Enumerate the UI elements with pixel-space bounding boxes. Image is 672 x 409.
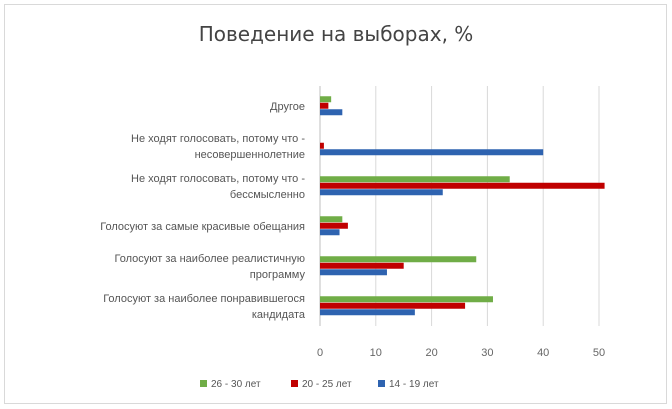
bar: [320, 309, 415, 316]
legend-label: 26 - 30 лет: [211, 379, 261, 390]
legend: 26 - 30 лет 20 - 25 лет 14 - 19 лет: [200, 379, 439, 390]
bar: [320, 229, 340, 236]
bar: [320, 256, 477, 263]
category-label: Голосуют за наиболее реалистичную: [115, 253, 305, 265]
gridlines: [319, 86, 600, 326]
bar: [320, 109, 343, 116]
x-tick-label: 0: [317, 347, 323, 359]
category-label: кандидата: [252, 309, 306, 321]
bar: [320, 262, 404, 269]
category-label: Не ходят голосовать, потому что -: [131, 133, 305, 145]
x-tick-label: 20: [425, 347, 437, 359]
legend-swatch: [378, 380, 385, 387]
x-tick-label: 10: [370, 347, 382, 359]
bar: [320, 149, 544, 156]
bar: [320, 296, 493, 303]
category-label: Не ходят голосовать, потому что -: [131, 173, 305, 185]
legend-label: 14 - 19 лет: [389, 379, 439, 390]
category-label: программу: [250, 269, 306, 281]
bar: [320, 182, 605, 189]
chart-frame: [4, 4, 667, 404]
x-tick-label: 30: [481, 347, 493, 359]
x-tick-label: 40: [537, 347, 549, 359]
chart-title: Поведение на выборах, %: [198, 22, 474, 46]
category-label: несовершеннолетние: [195, 149, 305, 161]
bar: [320, 302, 466, 309]
category-label: Голосуют за наиболее понравившегося: [103, 293, 305, 305]
category-label: бессмысленно: [230, 189, 305, 201]
bar: [320, 142, 324, 149]
bar: [320, 269, 387, 276]
category-label: Другое: [270, 101, 305, 113]
legend-label: 20 - 25 лет: [302, 379, 352, 390]
bar: [320, 222, 348, 229]
x-tick-label: 50: [593, 347, 605, 359]
bar: [320, 102, 329, 109]
category-labels: Другое Не ходят голосовать, потому что - н…: [100, 101, 306, 321]
bar: [320, 96, 332, 103]
bar: [320, 189, 443, 196]
bar: [320, 216, 343, 223]
x-tick-labels: 0 10 20 30 40 50: [317, 347, 605, 359]
legend-swatch: [291, 380, 298, 387]
legend-swatch: [200, 380, 207, 387]
bars: [320, 96, 605, 316]
bar: [320, 176, 510, 183]
category-label: Голосуют за самые красивые обещания: [100, 221, 305, 233]
